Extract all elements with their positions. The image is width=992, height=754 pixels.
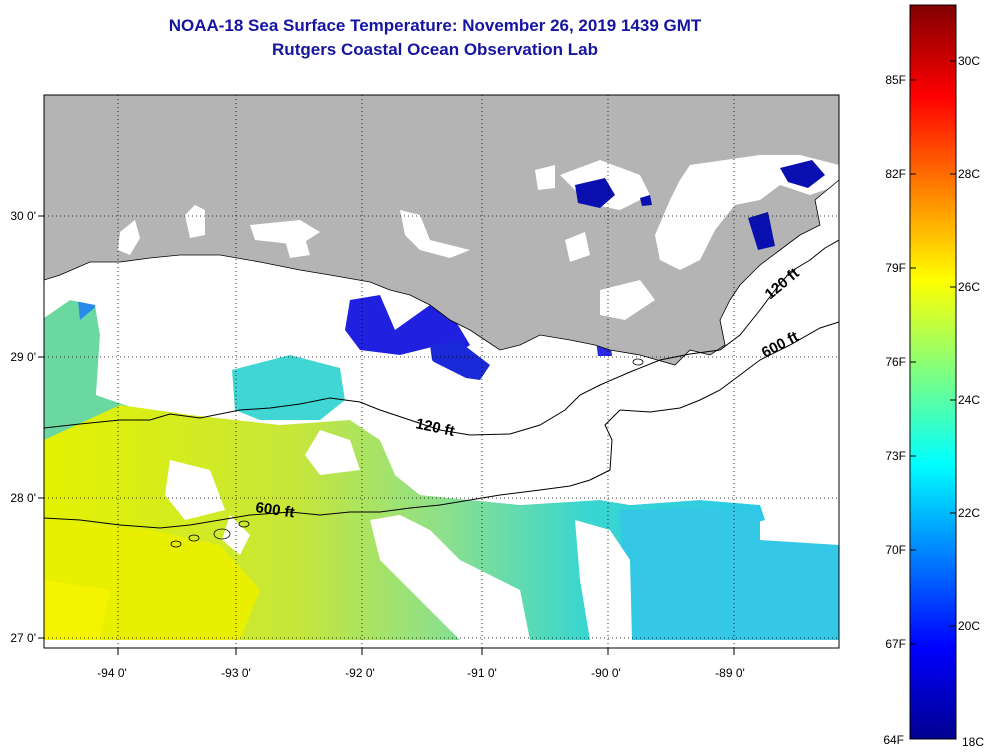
celsius-label: 22C [958,506,980,520]
fahrenheit-label: 85F [885,73,906,87]
celsius-label: 28C [958,167,980,181]
axis-ticks [38,215,735,655]
map-frame [43,94,840,649]
contour-120ft [44,239,839,436]
cold-bay-water [575,160,825,250]
celsius-label: 18C [962,735,984,749]
contour-label-600ft-west: 600 ft [254,499,295,521]
fahrenheit-label: 79F [885,261,906,275]
celsius-label: 20C [958,619,980,633]
fahrenheit-label: 67F [885,637,906,651]
fahrenheit-label: 64F [883,733,904,747]
map-content: 120 ft 120 ft 600 ft 600 ft [44,95,839,648]
lon-tick-label: -93 0' [221,666,251,680]
lon-tick-label: -92 0' [345,666,375,680]
colorbar-f-labels: 85F 82F 79F 76F 73F 70F 67F 64F [883,73,906,747]
celsius-label: 30C [958,54,980,68]
fahrenheit-label: 70F [885,543,906,557]
celsius-label: 26C [958,280,980,294]
lon-tick-label: -89 0' [715,666,745,680]
chart-subtitle: Rutgers Coastal Ocean Observation Lab [272,40,598,59]
lon-tick-label: -90 0' [591,666,621,680]
colorbar-ticks [910,60,956,645]
lat-tick-label: 27 0' [10,631,36,645]
fahrenheit-label: 82F [885,167,906,181]
lat-tick-label: 29 0' [10,350,36,364]
celsius-label: 24C [958,393,980,407]
lon-tick-label: -91 0' [467,666,497,680]
lat-tick-label: 30 0' [10,209,36,223]
graticule [44,95,839,648]
no-data-areas [44,270,839,640]
inland-water [118,155,839,320]
fahrenheit-label: 76F [885,355,906,369]
fahrenheit-label: 73F [885,449,906,463]
lon-tick-label: -94 0' [97,666,127,680]
lon-axis-labels: -94 0' -93 0' -92 0' -91 0' -90 0' -89 0… [97,666,745,680]
bank-contours [170,358,644,548]
colorbar [909,4,957,740]
colorbar-c-labels: 30C 28C 26C 24C 22C 20C 18C [958,54,984,749]
lat-axis-labels: 27 0' 28 0' 29 0' 30 0' [10,209,36,645]
contour-600ft [44,321,839,529]
lat-tick-label: 28 0' [10,491,36,505]
chart-title: NOAA-18 Sea Surface Temperature: Novembe… [168,16,702,35]
coastline [44,179,839,366]
